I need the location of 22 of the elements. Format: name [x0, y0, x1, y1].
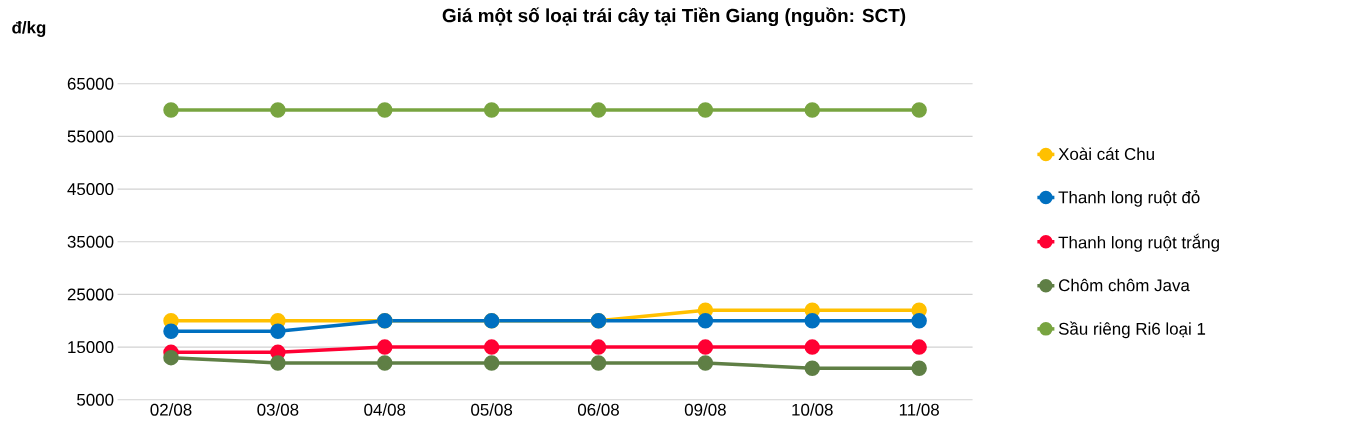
- x-tick-label: 09/08: [684, 403, 726, 416]
- x-tick-label: 03/08: [257, 403, 299, 416]
- y-axis-title: đ/kg: [12, 21, 46, 37]
- x-tick-label: 04/08: [364, 403, 406, 416]
- chart-title: Giá một số loại trái cây tại Tiền Giang (nguồn: SCT): [442, 7, 906, 27]
- y-tick-label: 65000: [67, 77, 114, 90]
- x-tick-label: 05/08: [471, 403, 513, 416]
- y-tick-label: 55000: [67, 130, 114, 143]
- x-tick-label: 06/08: [577, 403, 619, 416]
- y-tick-label: 35000: [67, 235, 114, 248]
- legend-label: Thanh long ruột đỏ: [1058, 190, 1200, 207]
- x-tick-label: 11/08: [899, 403, 939, 416]
- legend-label: Thanh long ruột trắng: [1058, 233, 1219, 252]
- x-tick-label: 02/08: [150, 403, 192, 416]
- y-tick-label: 45000: [67, 183, 114, 196]
- x-tick-label: 10/08: [792, 403, 833, 416]
- legend-label: Xoài cát Chu: [1058, 147, 1154, 161]
- legend-label: Chôm chôm Java: [1058, 278, 1190, 292]
- y-tick-label: 15000: [68, 341, 114, 354]
- y-tick-label: 25000: [67, 288, 114, 301]
- legend-label: Sầu riêng Ri6 loại 1: [1058, 321, 1206, 339]
- y-tick-label: 5000: [77, 393, 114, 406]
